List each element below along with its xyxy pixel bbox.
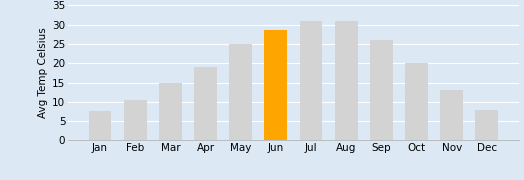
Bar [405, 63, 428, 140]
Bar [300, 21, 322, 140]
Bar [335, 21, 357, 140]
Bar [370, 40, 393, 140]
Bar [159, 83, 182, 140]
Bar [124, 100, 147, 140]
Bar [194, 67, 217, 140]
Bar [89, 111, 112, 140]
Bar [440, 90, 463, 140]
Y-axis label: Avg Temp Celsius: Avg Temp Celsius [38, 28, 48, 118]
Bar [475, 110, 498, 140]
Bar [265, 30, 287, 140]
Bar [230, 44, 252, 140]
